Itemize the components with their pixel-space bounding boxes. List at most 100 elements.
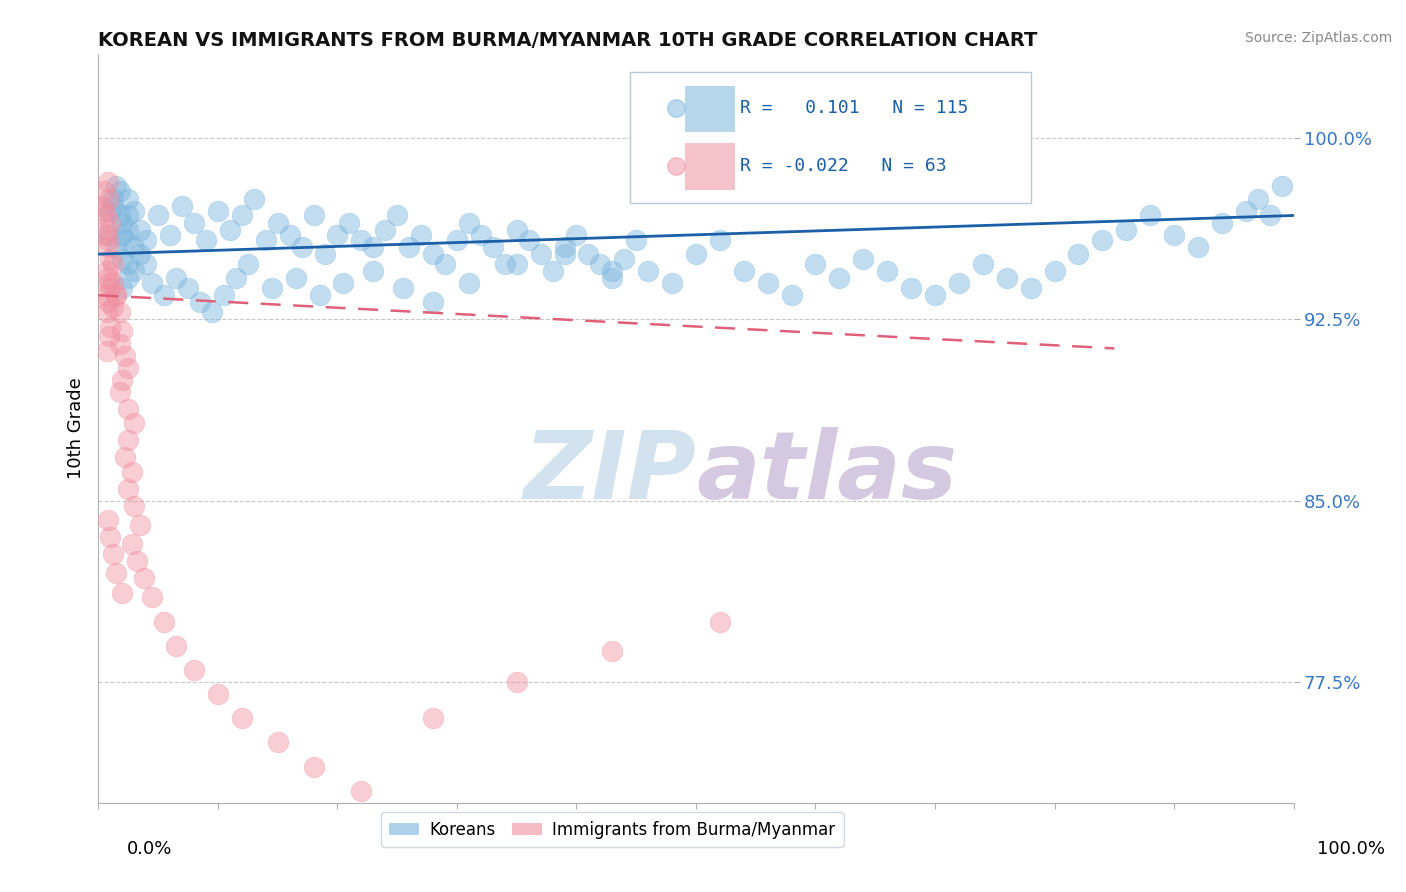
Point — [121, 465, 143, 479]
Point — [165, 639, 187, 653]
Point — [602, 643, 624, 657]
Y-axis label: 10th Grade: 10th Grade — [66, 377, 84, 479]
Point — [709, 233, 731, 247]
Point — [97, 227, 120, 242]
Point — [117, 209, 139, 223]
Point — [470, 227, 492, 242]
Point — [94, 227, 117, 242]
Point — [159, 227, 181, 242]
Point — [141, 276, 163, 290]
FancyBboxPatch shape — [685, 86, 735, 132]
Point — [117, 360, 139, 375]
Point — [506, 223, 529, 237]
Point — [637, 264, 659, 278]
Point — [188, 295, 211, 310]
Point — [153, 288, 176, 302]
Point — [995, 271, 1018, 285]
Point — [105, 566, 128, 581]
Point — [602, 271, 624, 285]
Point — [98, 329, 121, 343]
Point — [94, 288, 117, 302]
Point — [97, 233, 120, 247]
Point — [626, 233, 648, 247]
Point — [96, 223, 118, 237]
Point — [1043, 264, 1066, 278]
Text: R = -0.022   N = 63: R = -0.022 N = 63 — [740, 157, 946, 175]
Point — [924, 288, 946, 302]
Point — [135, 233, 157, 247]
Point — [183, 216, 205, 230]
Point — [326, 227, 349, 242]
Point — [195, 233, 218, 247]
Point — [98, 319, 122, 334]
Point — [114, 349, 136, 363]
Point — [124, 240, 146, 254]
Point — [117, 401, 139, 416]
Point — [132, 571, 155, 585]
Point — [876, 264, 898, 278]
Point — [665, 493, 688, 508]
Point — [97, 513, 120, 527]
Point — [422, 711, 444, 725]
Point — [101, 257, 124, 271]
Point — [101, 199, 124, 213]
Point — [96, 305, 118, 319]
Point — [98, 252, 122, 266]
Point — [602, 264, 624, 278]
Point — [363, 240, 385, 254]
Point — [98, 203, 122, 218]
Point — [153, 615, 176, 629]
Point — [114, 450, 136, 465]
Point — [207, 203, 229, 218]
Legend: Koreans, Immigrants from Burma/Myanmar: Koreans, Immigrants from Burma/Myanmar — [381, 813, 844, 847]
Point — [94, 209, 117, 223]
Point — [828, 271, 851, 285]
Point — [111, 252, 134, 266]
Point — [105, 288, 128, 302]
Point — [613, 252, 636, 266]
Point — [101, 276, 124, 290]
Point — [121, 537, 143, 551]
Point — [948, 276, 970, 290]
Point — [177, 281, 200, 295]
Point — [124, 499, 146, 513]
Point — [291, 240, 314, 254]
Point — [98, 281, 122, 295]
Point — [494, 257, 516, 271]
Point — [661, 276, 683, 290]
Point — [278, 227, 301, 242]
Point — [804, 257, 827, 271]
Point — [111, 585, 134, 599]
Point — [1211, 216, 1233, 230]
Point — [385, 209, 409, 223]
Point — [339, 216, 361, 230]
Point — [108, 184, 131, 198]
Text: Source: ZipAtlas.com: Source: ZipAtlas.com — [1244, 31, 1392, 45]
Point — [114, 233, 136, 247]
Point — [284, 271, 307, 285]
Point — [363, 264, 385, 278]
Text: atlas: atlas — [696, 427, 957, 519]
Point — [98, 192, 121, 206]
Point — [506, 257, 529, 271]
Point — [374, 223, 396, 237]
Point — [709, 615, 731, 629]
Point — [98, 276, 121, 290]
Point — [458, 276, 481, 290]
Point — [1234, 203, 1257, 218]
Point — [392, 281, 415, 295]
Point — [105, 179, 128, 194]
Point — [101, 192, 124, 206]
Point — [108, 305, 131, 319]
Point — [254, 233, 277, 247]
Point — [96, 264, 118, 278]
Point — [91, 199, 114, 213]
Point — [93, 184, 115, 198]
Point — [900, 281, 922, 295]
Point — [111, 281, 134, 295]
Point — [117, 434, 139, 448]
Point — [111, 325, 134, 339]
Point — [315, 247, 337, 261]
Point — [972, 257, 994, 271]
Point — [350, 233, 373, 247]
